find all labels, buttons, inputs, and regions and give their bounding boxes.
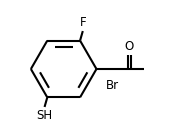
Text: O: O	[125, 40, 134, 53]
Text: SH: SH	[36, 109, 52, 122]
Text: Br: Br	[106, 79, 119, 91]
Text: F: F	[80, 16, 87, 29]
